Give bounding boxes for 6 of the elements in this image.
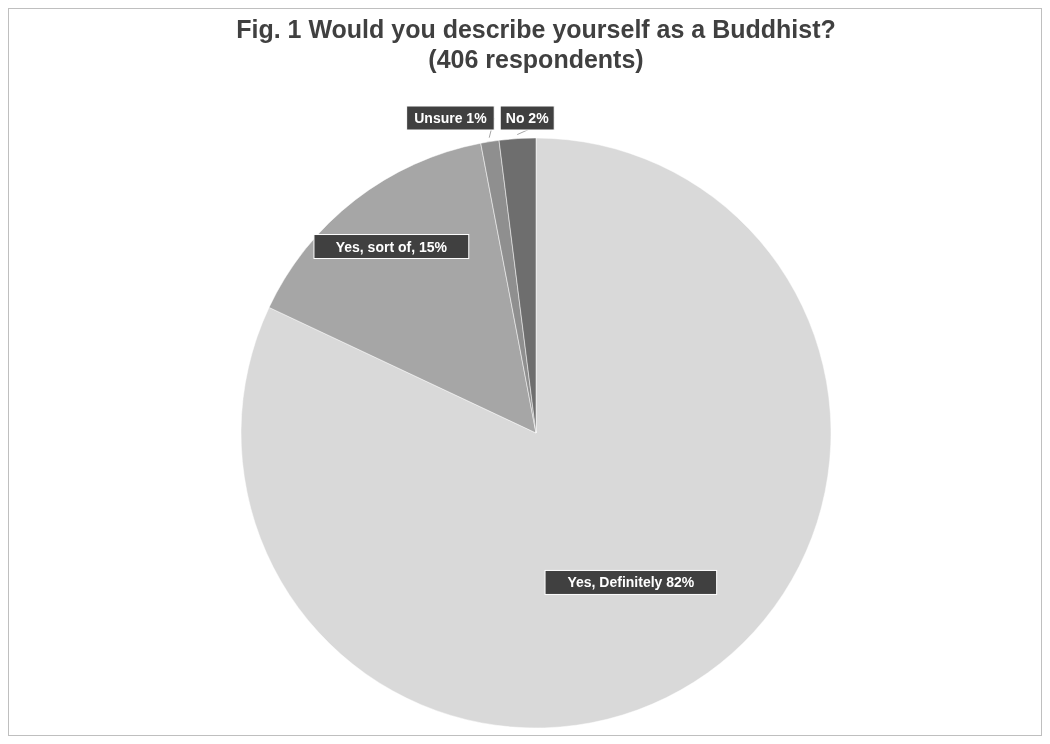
slice-label: No 2% xyxy=(505,110,550,126)
slice-label: Yes, sort of, 15% xyxy=(335,238,448,255)
slice-label: Yes, Definitely 82% xyxy=(567,574,695,591)
chart-title: Fig. 1 Would you describe yourself as a Buddhist? (406 respondents) xyxy=(236,15,836,73)
slice-label: Unsure 1% xyxy=(414,110,488,126)
pie-slice xyxy=(241,137,832,728)
